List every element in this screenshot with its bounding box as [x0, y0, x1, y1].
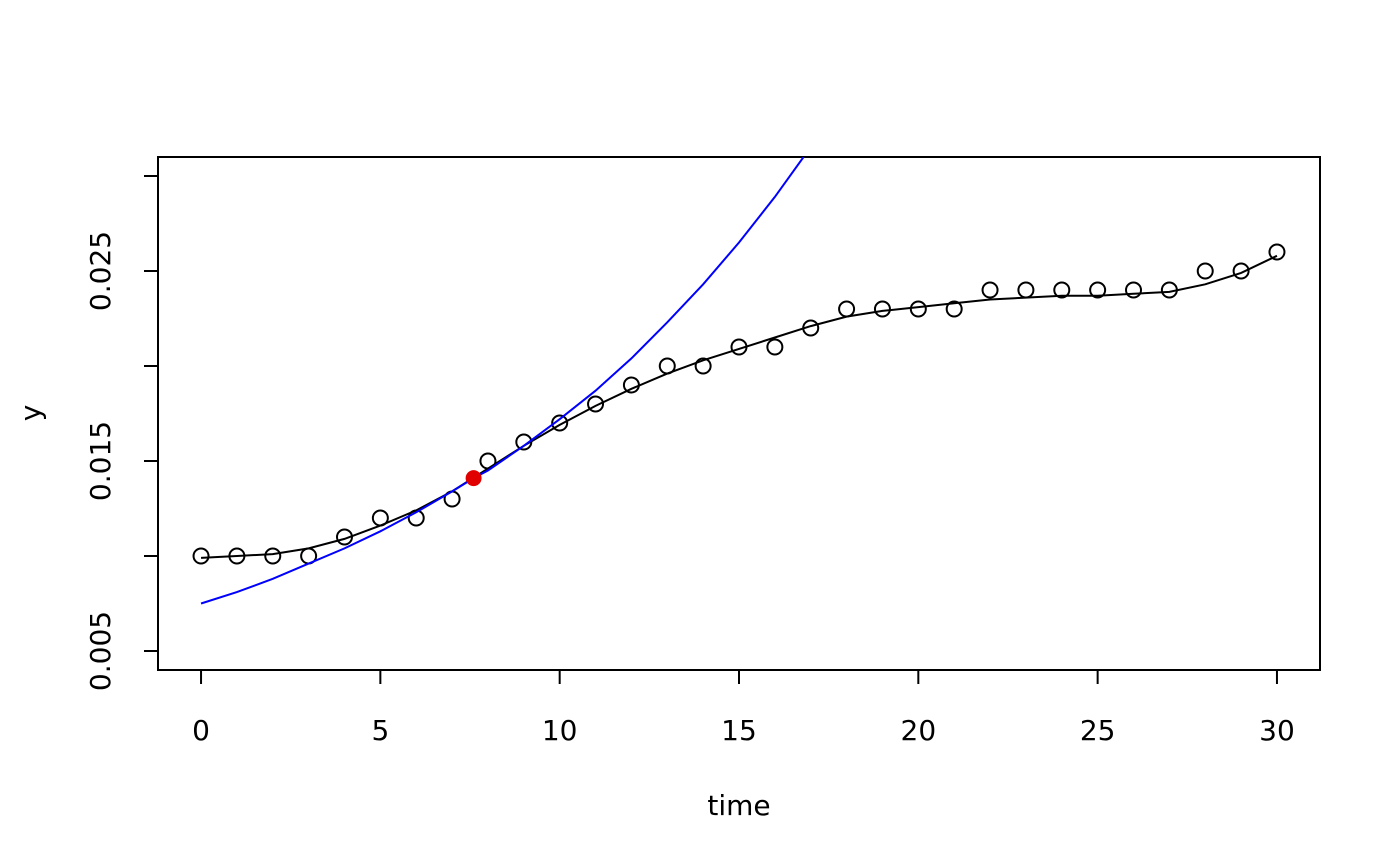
data-point [1017, 281, 1035, 299]
fit-curve-blue [200, 157, 805, 605]
series-layer [192, 157, 1286, 605]
data-point [1196, 262, 1214, 280]
data-point [1053, 281, 1071, 299]
x-tick-label: 5 [371, 714, 389, 747]
x-tick-label: 20 [901, 714, 937, 747]
data-point [264, 547, 282, 565]
data-point [909, 300, 927, 318]
x-axis: 0 5 10 15 20 25 30 [192, 669, 1295, 747]
data-point [694, 357, 712, 375]
plot-frame [157, 156, 1321, 671]
x-tick-label: 0 [192, 714, 210, 747]
data-point [838, 300, 856, 318]
x-tick-label: 10 [542, 714, 578, 747]
data-point [766, 338, 784, 356]
data-point [1125, 281, 1143, 299]
y-tick-label: 0.005 [84, 611, 117, 691]
x-tick-label: 25 [1080, 714, 1116, 747]
y-tick-label: 0.015 [84, 421, 117, 501]
data-point [192, 547, 210, 565]
x-tick-label: 30 [1259, 714, 1295, 747]
y-axis-title: y [14, 405, 47, 422]
smooth-curve-black [200, 254, 1278, 559]
y-tick-label: 0.025 [84, 231, 117, 311]
data-point [945, 300, 963, 318]
data-point [873, 300, 891, 318]
y-axis: 0.005 0.015 0.025 [84, 175, 159, 691]
x-axis-title: time [707, 789, 770, 822]
x-tick-label: 15 [721, 714, 757, 747]
data-point [1089, 281, 1107, 299]
data-point [1232, 262, 1250, 280]
highlight-point [465, 470, 482, 487]
data-point [587, 395, 605, 413]
data-point [981, 281, 999, 299]
data-point [1268, 243, 1286, 261]
data-point [551, 414, 569, 432]
